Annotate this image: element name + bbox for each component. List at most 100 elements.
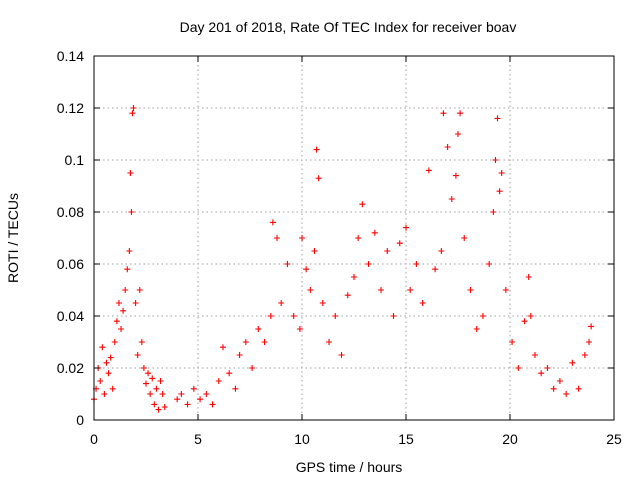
- data-point: [586, 339, 593, 345]
- data-point: [315, 175, 322, 182]
- data-point: [365, 261, 372, 267]
- y-axis-label: ROTI / TECUs: [5, 193, 21, 283]
- data-point: [197, 396, 204, 403]
- data-point: [184, 401, 191, 408]
- data-point: [440, 110, 447, 117]
- data-point: [242, 339, 249, 345]
- y-tick-label: 0.04: [57, 308, 84, 324]
- data-point: [115, 300, 122, 306]
- data-point: [303, 266, 310, 273]
- data-point: [219, 344, 226, 351]
- y-tick-label: 0.12: [57, 100, 84, 116]
- data-point: [371, 229, 378, 236]
- data-point: [143, 380, 149, 387]
- data-point: [332, 313, 339, 319]
- data-point: [161, 404, 168, 410]
- data-point: [99, 344, 106, 351]
- data-point: [101, 391, 108, 397]
- data-point: [384, 248, 391, 254]
- data-point: [502, 287, 509, 293]
- y-tick-label: 0.06: [57, 256, 84, 272]
- data-point: [498, 170, 505, 176]
- data-point: [407, 287, 414, 293]
- data-point: [355, 235, 362, 241]
- data-point: [556, 378, 563, 384]
- data-point: [126, 248, 133, 254]
- chart-title: Day 201 of 2018, Rate Of TEC Index for r…: [180, 19, 517, 35]
- data-point: [313, 146, 320, 153]
- x-tick-label: 25: [606, 431, 622, 447]
- data-point: [128, 209, 135, 215]
- data-point: [581, 352, 588, 358]
- data-point: [296, 326, 303, 332]
- data-point: [159, 391, 166, 397]
- data-point: [452, 172, 459, 179]
- y-tick-label: 0.02: [57, 360, 84, 376]
- data-point: [486, 261, 493, 267]
- x-tick-labels: 0 5 10 15 20 25: [90, 431, 622, 447]
- data-point: [490, 209, 497, 215]
- data-point: [531, 352, 538, 358]
- data-point: [157, 378, 164, 384]
- axis-ticks: [93, 55, 615, 421]
- data-point: [521, 318, 528, 325]
- data-point: [525, 274, 532, 280]
- data-point: [132, 300, 139, 306]
- data-point: [140, 365, 147, 371]
- x-tick-label: 0: [90, 431, 98, 447]
- data-point: [226, 370, 233, 377]
- data-point: [496, 188, 503, 195]
- data-point: [492, 157, 499, 163]
- data-point: [473, 326, 480, 332]
- data-point: [438, 248, 445, 254]
- data-point: [396, 240, 403, 247]
- y-tick-label: 0.14: [57, 48, 84, 64]
- data-point: [419, 300, 426, 306]
- data-point: [127, 170, 134, 176]
- data-point: [390, 313, 397, 319]
- data-point: [448, 196, 455, 202]
- data-point: [274, 235, 281, 241]
- data-point: [178, 391, 185, 397]
- data-point: [147, 391, 154, 397]
- data-point: [249, 365, 256, 371]
- data-point: [232, 385, 239, 392]
- data-point: [111, 339, 118, 345]
- data-point: [588, 323, 595, 330]
- data-point: [122, 287, 129, 293]
- data-point: [109, 385, 116, 392]
- data-point: [403, 224, 409, 231]
- data-point: [359, 201, 366, 208]
- data-point: [130, 105, 137, 111]
- data-point: [103, 359, 110, 366]
- data-point: [269, 219, 276, 226]
- data-point: [136, 287, 143, 293]
- y-tick-label: 0.08: [57, 204, 84, 220]
- data-point: [267, 313, 274, 319]
- data-point: [461, 235, 468, 241]
- data-point: [155, 406, 162, 413]
- data-point: [575, 385, 582, 392]
- data-point: [299, 235, 305, 241]
- data-point: [550, 385, 557, 392]
- data-point: [120, 307, 127, 314]
- x-tick-label: 5: [194, 431, 202, 447]
- data-point: [134, 352, 141, 358]
- x-tick-label: 10: [294, 431, 310, 447]
- data-point: [515, 365, 522, 371]
- data-point: [278, 300, 285, 306]
- data-point: [413, 261, 420, 267]
- data-point: [138, 339, 145, 345]
- data-point: [455, 131, 461, 137]
- x-tick-label: 15: [398, 431, 414, 447]
- data-point: [174, 396, 181, 403]
- data-point: [203, 391, 210, 397]
- data-point: [326, 339, 333, 345]
- data-point: [311, 248, 318, 254]
- data-point: [544, 365, 551, 371]
- data-point: [215, 378, 222, 384]
- data-point: [290, 313, 297, 319]
- grid: [94, 56, 614, 420]
- data-point: [457, 110, 464, 117]
